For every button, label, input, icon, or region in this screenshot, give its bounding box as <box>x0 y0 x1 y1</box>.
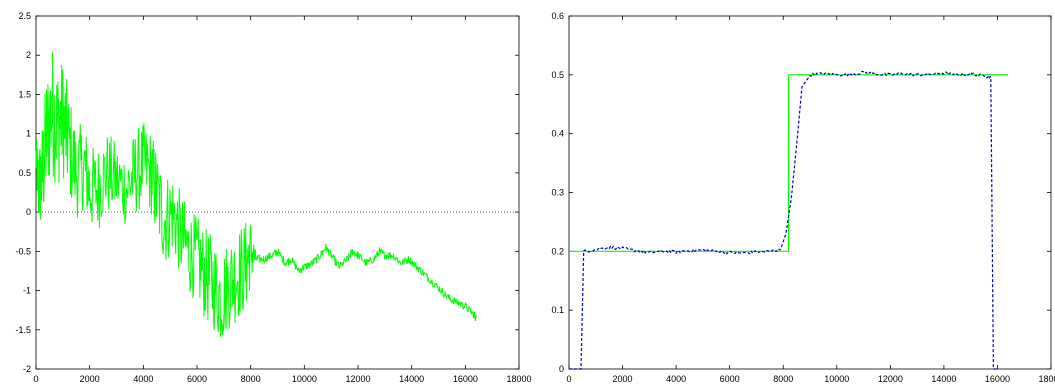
y-tick-label: 0.2 <box>551 246 564 256</box>
x-tick-label: 2000 <box>613 374 633 384</box>
series-line-0 <box>35 51 477 338</box>
x-tick-label: 10000 <box>292 374 317 384</box>
x-tick-label: 0 <box>566 374 571 384</box>
y-tick-label: 0.5 <box>18 168 31 178</box>
y-tick-label: 2.5 <box>18 11 31 21</box>
left-plot: 0 2000 4000 6000 8000 10000 12000 14000 16000 180… <box>15 11 531 384</box>
y-tick-label: -1 <box>23 286 31 296</box>
x-tick-label: 4000 <box>133 374 153 384</box>
y-tick-label: 0.1 <box>551 305 564 315</box>
x-tick-label: 18000 <box>506 374 531 384</box>
x-tick-label: 4000 <box>666 374 686 384</box>
y-tick-label: -0.5 <box>15 246 31 256</box>
y-tick-label: 1 <box>26 129 31 139</box>
y-tick-label: 0.3 <box>551 188 564 198</box>
y-tick-label: 1.5 <box>18 89 31 99</box>
series-line-0 <box>569 74 1009 252</box>
x-tick-label: 16000 <box>985 374 1010 384</box>
plot-frame <box>568 15 1052 370</box>
y-tick-label: -2 <box>23 364 31 374</box>
right-plot: 0 2000 4000 6000 8000 10000 12000 14000 16000 180… <box>551 11 1055 384</box>
x-tick-label: 8000 <box>241 374 261 384</box>
y-tick-label: 0.5 <box>551 70 564 80</box>
x-tick-label: 16000 <box>453 374 478 384</box>
y-tick-label: -1.5 <box>15 325 31 335</box>
x-tick-label: 12000 <box>345 374 370 384</box>
x-tick-label: 12000 <box>878 374 903 384</box>
y-tick-label: 0.4 <box>551 129 564 139</box>
x-tick-label: 18000 <box>1038 374 1055 384</box>
x-tick-label: 2000 <box>80 374 100 384</box>
y-tick-label: 0 <box>559 364 564 374</box>
y-tick-label: 0.6 <box>551 11 564 21</box>
x-tick-label: 8000 <box>773 374 793 384</box>
x-tick-label: 6000 <box>187 374 207 384</box>
x-tick-label: 14000 <box>399 374 424 384</box>
y-tick-label: 0 <box>26 207 31 217</box>
x-tick-label: 0 <box>33 374 38 384</box>
series-line-1 <box>569 70 998 370</box>
plot-frame <box>35 15 520 370</box>
x-tick-label: 10000 <box>824 374 849 384</box>
y-tick-label: 2 <box>26 50 31 60</box>
x-tick-label: 6000 <box>720 374 740 384</box>
x-tick-label: 14000 <box>931 374 956 384</box>
